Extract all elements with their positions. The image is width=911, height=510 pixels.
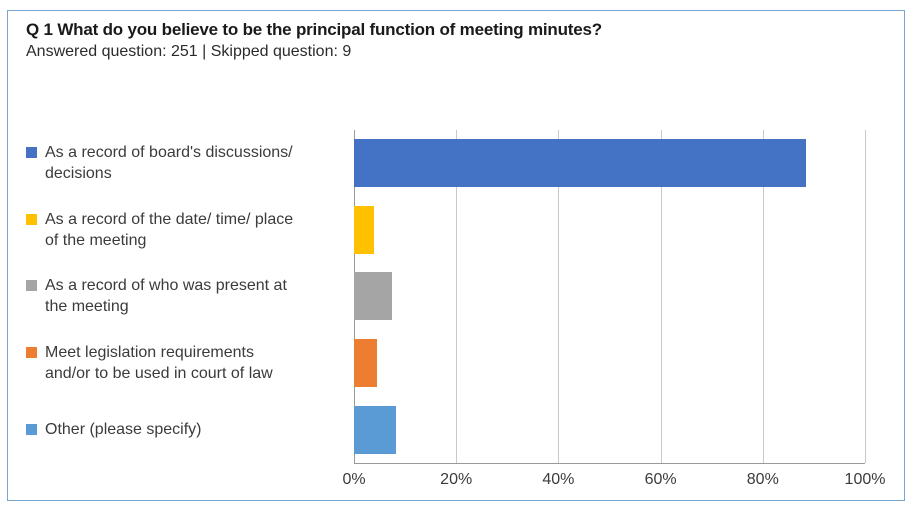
category-label: Meet legislation requirements and/or to … [45,344,273,383]
legend-swatch-icon [26,347,37,359]
bar-cell [354,130,865,197]
category-label: As a record of who was present at the me… [45,277,287,316]
category-label: As a record of the date/ time/ place of … [45,210,294,249]
category-label-cell: As a record of the date/ time/ place of … [8,197,354,264]
chart-row: Other (please specify) [8,396,865,463]
x-tick-label: 20% [440,471,473,488]
chart-rows: As a record of board's discussions/ deci… [8,130,865,463]
gridline-60pct [660,130,662,463]
gridline-40pct [558,130,560,463]
x-tick-label: 100% [844,471,886,488]
category-label-cell: Other (please specify) [8,396,354,463]
bar-chart: As a record of board's discussions/ deci… [8,130,906,464]
category-label-cell: As a record of who was present at the me… [8,263,354,330]
chart-row: As a record of who was present at the me… [8,263,865,330]
x-tick-label: 0% [342,471,366,488]
bar-cell [354,197,865,264]
gridline-20pct [456,130,458,463]
x-axis: 0% 20% 40% 60% 80% 100% [342,471,885,495]
bar-date-time-place [354,205,375,254]
chart-row: As a record of the date/ time/ place of … [8,197,865,264]
bar-who-was-present [354,272,393,321]
legend-swatch-icon [26,147,37,159]
bar-discussions-decisions [354,139,807,188]
chart-row: As a record of board's discussions/ deci… [8,130,865,197]
bar-cell [354,396,865,463]
category-label: Other (please specify) [45,421,202,439]
chart-row: Meet legislation requirements and/or to … [8,330,865,397]
bar-other-please-specify [354,405,396,454]
chart-header: Q 1 What do you believe to be the princi… [26,19,602,62]
category-label: As a record of board's discussions/ deci… [45,144,293,183]
gridline-100pct [865,130,866,463]
chart-subtitle: Answered question: 251 | Skipped questio… [26,43,352,60]
legend-swatch-icon [26,424,37,436]
bar-cell [354,330,865,397]
legend-swatch-icon [26,213,37,225]
x-tick-label: 80% [746,471,779,488]
gridline-80pct [762,130,764,463]
chart-window: Q 1 What do you believe to be the princi… [7,10,905,501]
category-label-cell: As a record of board's discussions/ deci… [8,130,354,197]
chart-title: Q 1 What do you believe to be the princi… [26,20,602,39]
x-tick-label: 60% [644,471,677,488]
x-tick-label: 40% [542,471,575,488]
bar-cell [354,263,865,330]
legend-swatch-icon [26,280,37,292]
category-label-cell: Meet legislation requirements and/or to … [8,330,354,397]
bar-legislation-requirements [354,339,377,388]
